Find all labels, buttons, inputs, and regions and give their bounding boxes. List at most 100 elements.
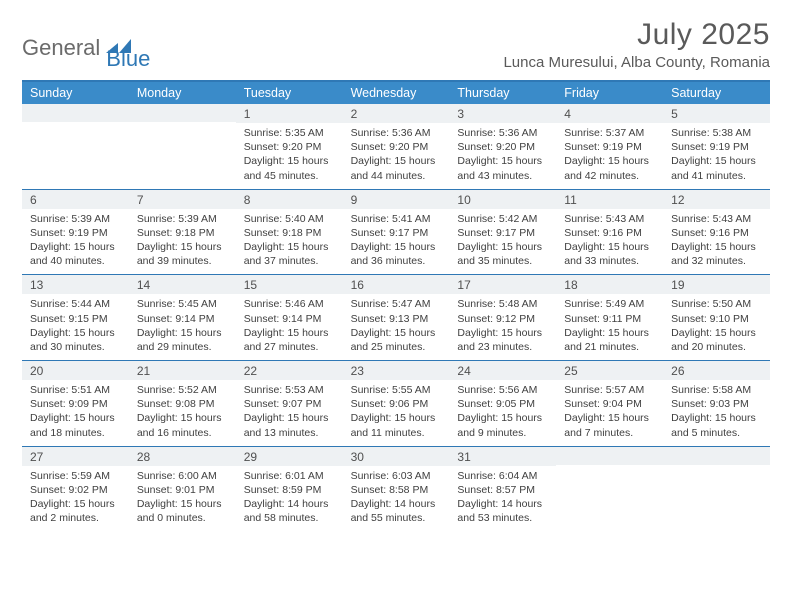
dayname-saturday: Saturday <box>663 82 770 104</box>
day-details <box>22 122 129 182</box>
month-title: July 2025 <box>503 18 770 52</box>
sunrise-text: Sunrise: 6:03 AM <box>351 469 442 483</box>
day-header-row: Sunday Monday Tuesday Wednesday Thursday… <box>22 82 770 104</box>
day-cell: 23Sunrise: 5:55 AMSunset: 9:06 PMDayligh… <box>343 360 450 446</box>
day-number: 21 <box>129 361 236 380</box>
day-details: Sunrise: 5:38 AMSunset: 9:19 PMDaylight:… <box>663 123 770 189</box>
daylight-text: Daylight: 15 hours and 7 minutes. <box>564 411 655 439</box>
sunrise-text: Sunrise: 5:45 AM <box>137 297 228 311</box>
day-cell: 9Sunrise: 5:41 AMSunset: 9:17 PMDaylight… <box>343 189 450 275</box>
day-cell: 21Sunrise: 5:52 AMSunset: 9:08 PMDayligh… <box>129 360 236 446</box>
header: General Blue July 2025 Lunca Muresului, … <box>22 18 770 72</box>
sunset-text: Sunset: 9:14 PM <box>137 312 228 326</box>
day-details <box>663 465 770 525</box>
sunrise-text: Sunrise: 5:51 AM <box>30 383 121 397</box>
sunset-text: Sunset: 9:11 PM <box>564 312 655 326</box>
daylight-text: Daylight: 15 hours and 25 minutes. <box>351 326 442 354</box>
sunrise-text: Sunrise: 5:58 AM <box>671 383 762 397</box>
day-cell: 18Sunrise: 5:49 AMSunset: 9:11 PMDayligh… <box>556 274 663 360</box>
sunrise-text: Sunrise: 5:48 AM <box>457 297 548 311</box>
day-cell: 19Sunrise: 5:50 AMSunset: 9:10 PMDayligh… <box>663 274 770 360</box>
sunrise-text: Sunrise: 5:43 AM <box>564 212 655 226</box>
daylight-text: Daylight: 15 hours and 37 minutes. <box>244 240 335 268</box>
daylight-text: Daylight: 15 hours and 0 minutes. <box>137 497 228 525</box>
sunset-text: Sunset: 9:12 PM <box>457 312 548 326</box>
day-details: Sunrise: 5:57 AMSunset: 9:04 PMDaylight:… <box>556 380 663 446</box>
sunrise-text: Sunrise: 5:40 AM <box>244 212 335 226</box>
day-number: 8 <box>236 190 343 209</box>
dayname-sunday: Sunday <box>22 82 129 104</box>
day-cell: 3Sunrise: 5:36 AMSunset: 9:20 PMDaylight… <box>449 104 556 189</box>
sunrise-text: Sunrise: 5:44 AM <box>30 297 121 311</box>
sunrise-text: Sunrise: 5:36 AM <box>457 126 548 140</box>
dayname-friday: Friday <box>556 82 663 104</box>
day-cell: 13Sunrise: 5:44 AMSunset: 9:15 PMDayligh… <box>22 274 129 360</box>
sunset-text: Sunset: 9:10 PM <box>671 312 762 326</box>
daylight-text: Daylight: 15 hours and 43 minutes. <box>457 154 548 182</box>
day-cell: 10Sunrise: 5:42 AMSunset: 9:17 PMDayligh… <box>449 189 556 275</box>
day-details: Sunrise: 5:44 AMSunset: 9:15 PMDaylight:… <box>22 294 129 360</box>
dayname-tuesday: Tuesday <box>236 82 343 104</box>
daylight-text: Daylight: 15 hours and 29 minutes. <box>137 326 228 354</box>
sunrise-text: Sunrise: 5:36 AM <box>351 126 442 140</box>
day-cell: 11Sunrise: 5:43 AMSunset: 9:16 PMDayligh… <box>556 189 663 275</box>
sunset-text: Sunset: 9:01 PM <box>137 483 228 497</box>
calendar: Sunday Monday Tuesday Wednesday Thursday… <box>22 80 770 531</box>
logo-text-general: General <box>22 35 100 61</box>
day-number: 23 <box>343 361 450 380</box>
location-text: Lunca Muresului, Alba County, Romania <box>503 54 770 71</box>
sunrise-text: Sunrise: 5:57 AM <box>564 383 655 397</box>
day-number: 26 <box>663 361 770 380</box>
day-number: 24 <box>449 361 556 380</box>
week-row: 13Sunrise: 5:44 AMSunset: 9:15 PMDayligh… <box>22 274 770 360</box>
day-cell <box>129 104 236 189</box>
day-details: Sunrise: 5:52 AMSunset: 9:08 PMDaylight:… <box>129 380 236 446</box>
sunrise-text: Sunrise: 5:42 AM <box>457 212 548 226</box>
day-number: 9 <box>343 190 450 209</box>
daylight-text: Daylight: 15 hours and 2 minutes. <box>30 497 121 525</box>
sunset-text: Sunset: 8:57 PM <box>457 483 548 497</box>
day-details: Sunrise: 5:39 AMSunset: 9:19 PMDaylight:… <box>22 209 129 275</box>
day-number: 7 <box>129 190 236 209</box>
day-details: Sunrise: 5:51 AMSunset: 9:09 PMDaylight:… <box>22 380 129 446</box>
sunset-text: Sunset: 9:16 PM <box>564 226 655 240</box>
sunset-text: Sunset: 9:05 PM <box>457 397 548 411</box>
day-cell: 31Sunrise: 6:04 AMSunset: 8:57 PMDayligh… <box>449 446 556 532</box>
day-details: Sunrise: 5:55 AMSunset: 9:06 PMDaylight:… <box>343 380 450 446</box>
sunrise-text: Sunrise: 5:56 AM <box>457 383 548 397</box>
sunrise-text: Sunrise: 5:52 AM <box>137 383 228 397</box>
day-cell <box>663 446 770 532</box>
daylight-text: Daylight: 15 hours and 35 minutes. <box>457 240 548 268</box>
day-number: 25 <box>556 361 663 380</box>
day-cell <box>22 104 129 189</box>
sunset-text: Sunset: 9:18 PM <box>137 226 228 240</box>
daylight-text: Daylight: 15 hours and 41 minutes. <box>671 154 762 182</box>
sunrise-text: Sunrise: 5:59 AM <box>30 469 121 483</box>
title-block: July 2025 Lunca Muresului, Alba County, … <box>503 18 770 71</box>
sunrise-text: Sunrise: 5:43 AM <box>671 212 762 226</box>
day-details: Sunrise: 5:49 AMSunset: 9:11 PMDaylight:… <box>556 294 663 360</box>
day-number: 29 <box>236 447 343 466</box>
day-details <box>129 122 236 182</box>
day-details: Sunrise: 6:00 AMSunset: 9:01 PMDaylight:… <box>129 466 236 532</box>
sunset-text: Sunset: 9:13 PM <box>351 312 442 326</box>
dayname-wednesday: Wednesday <box>343 82 450 104</box>
day-number <box>556 447 663 465</box>
sunset-text: Sunset: 9:19 PM <box>564 140 655 154</box>
sunset-text: Sunset: 9:04 PM <box>564 397 655 411</box>
day-details: Sunrise: 5:37 AMSunset: 9:19 PMDaylight:… <box>556 123 663 189</box>
sunset-text: Sunset: 9:15 PM <box>30 312 121 326</box>
daylight-text: Daylight: 14 hours and 58 minutes. <box>244 497 335 525</box>
daylight-text: Daylight: 15 hours and 13 minutes. <box>244 411 335 439</box>
sunrise-text: Sunrise: 5:37 AM <box>564 126 655 140</box>
week-row: 20Sunrise: 5:51 AMSunset: 9:09 PMDayligh… <box>22 360 770 446</box>
sunset-text: Sunset: 9:03 PM <box>671 397 762 411</box>
sunrise-text: Sunrise: 5:49 AM <box>564 297 655 311</box>
daylight-text: Daylight: 15 hours and 20 minutes. <box>671 326 762 354</box>
day-details: Sunrise: 5:45 AMSunset: 9:14 PMDaylight:… <box>129 294 236 360</box>
sunset-text: Sunset: 9:08 PM <box>137 397 228 411</box>
day-number <box>663 447 770 465</box>
day-cell: 15Sunrise: 5:46 AMSunset: 9:14 PMDayligh… <box>236 274 343 360</box>
day-number: 13 <box>22 275 129 294</box>
day-details: Sunrise: 5:43 AMSunset: 9:16 PMDaylight:… <box>556 209 663 275</box>
